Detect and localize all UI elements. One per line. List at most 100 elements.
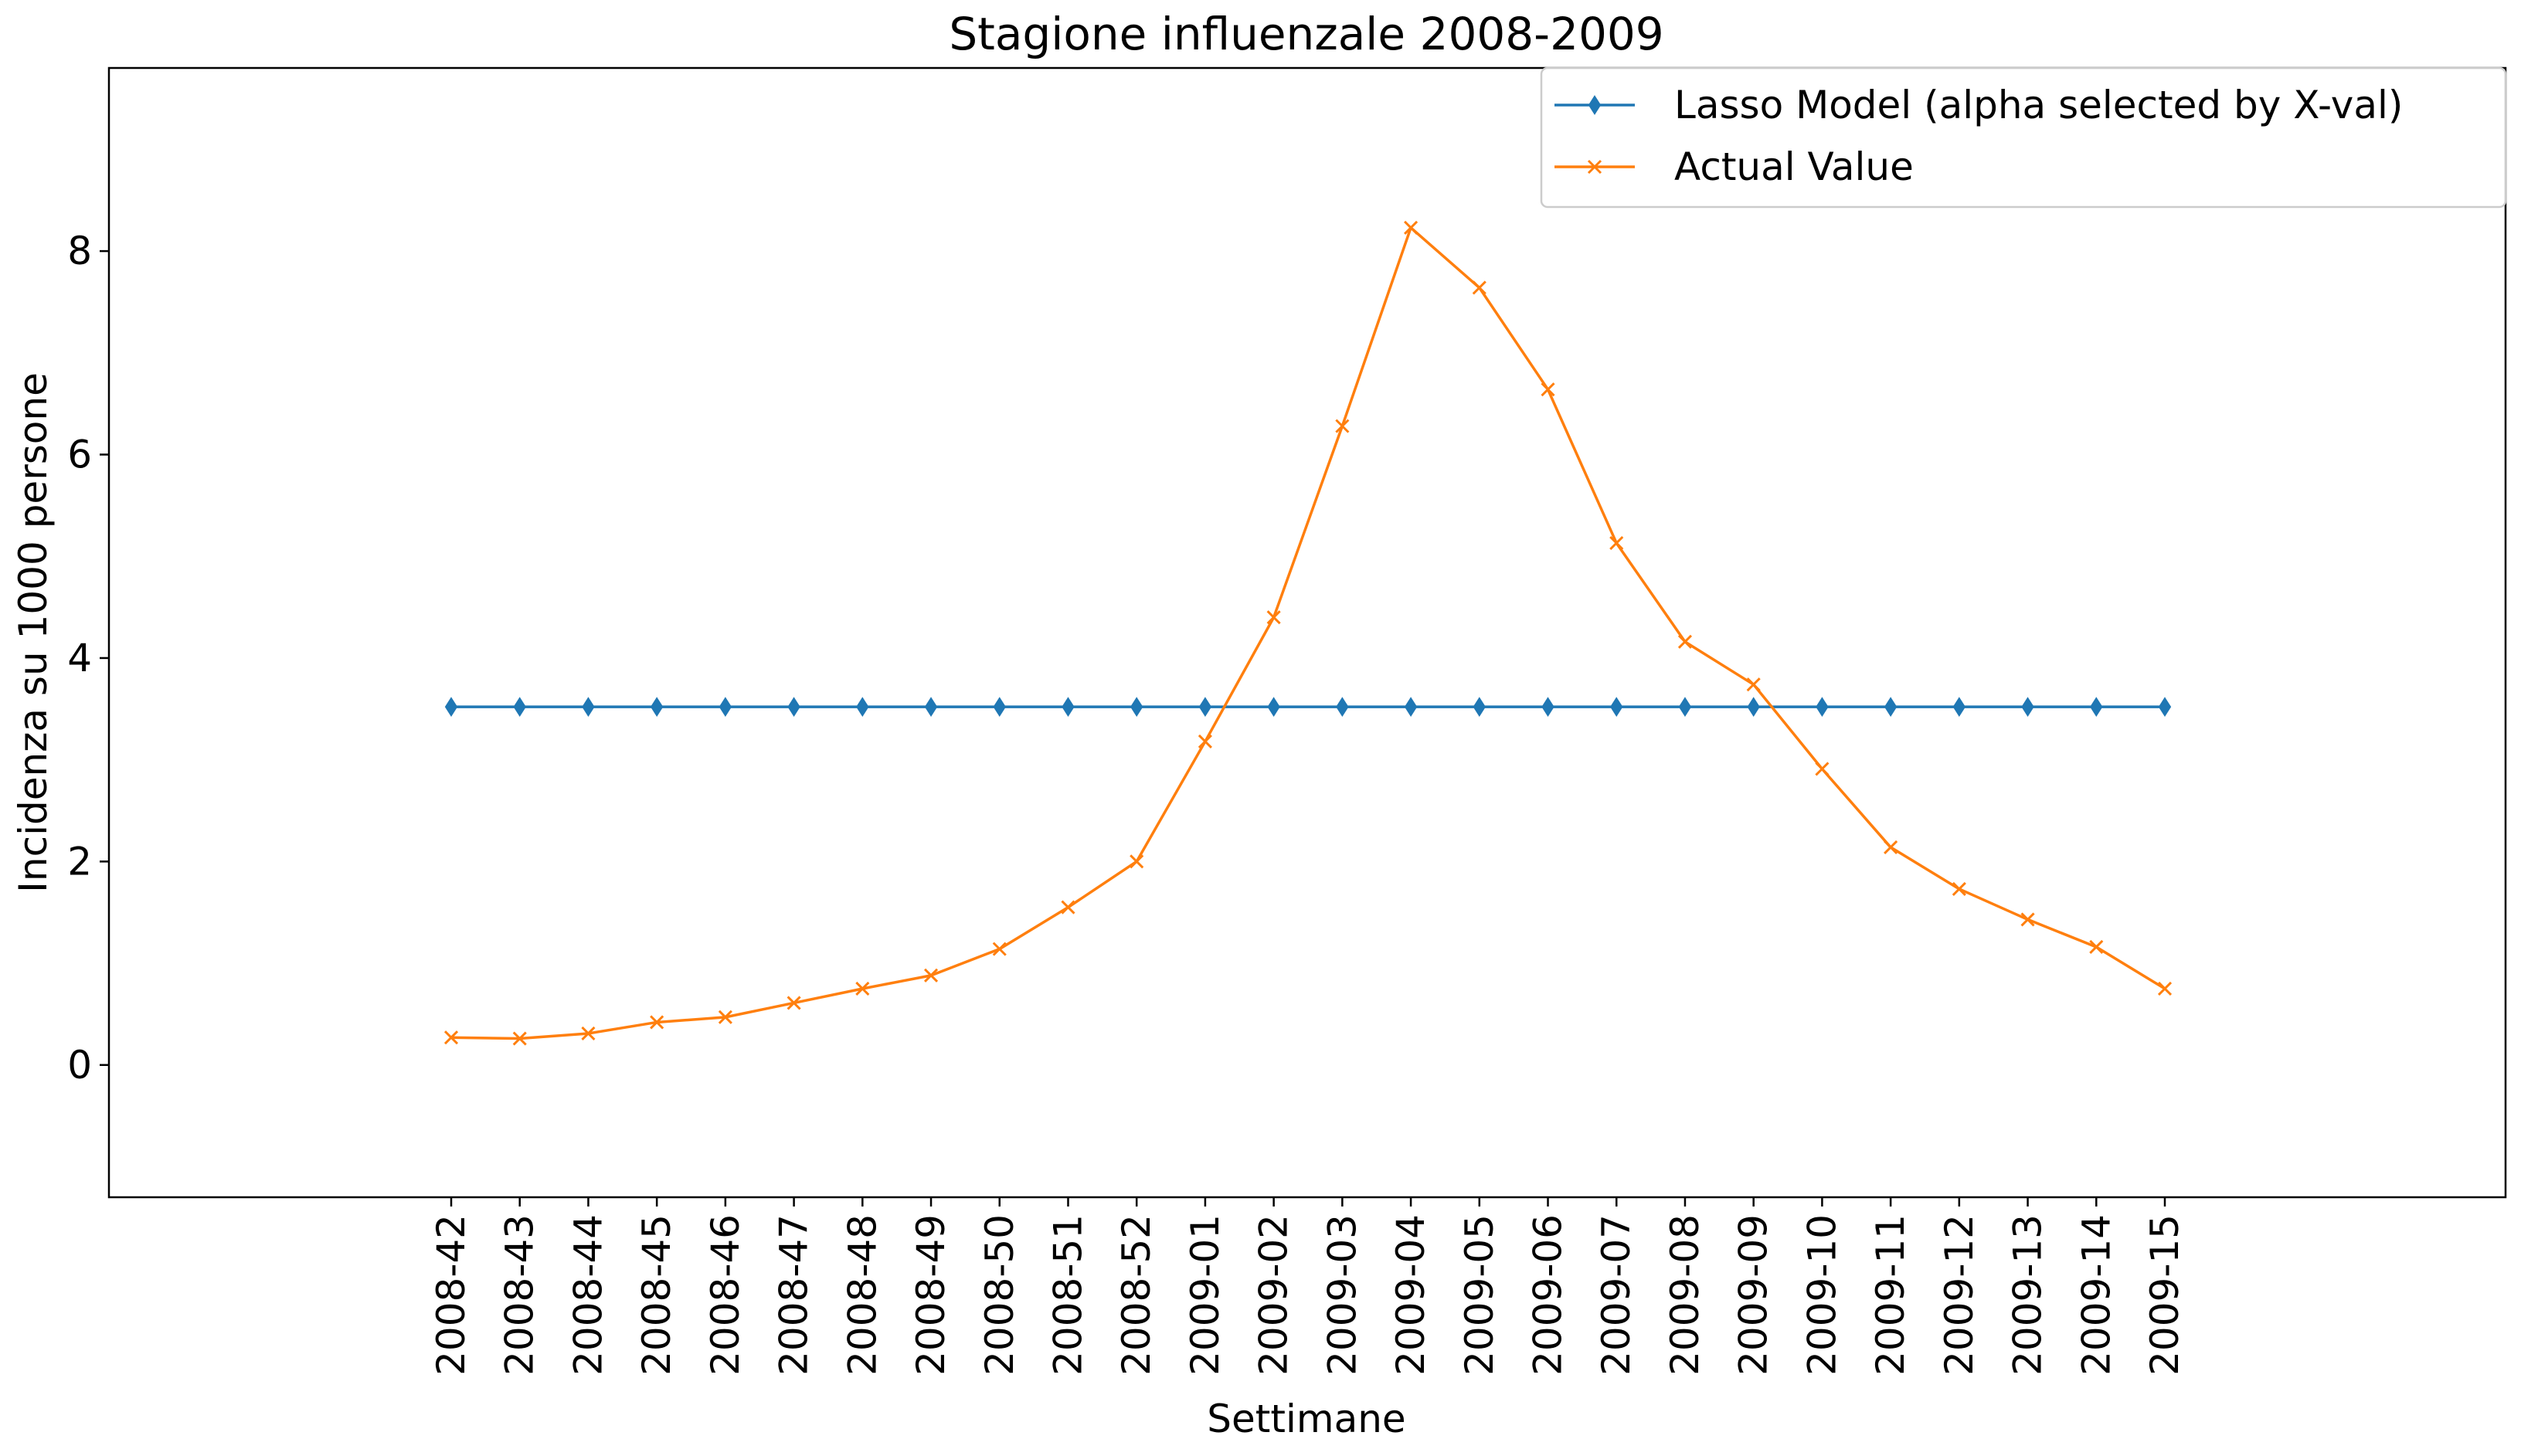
legend-box [1540,66,2507,209]
data-point [1198,734,1212,748]
data-point [1609,536,1624,551]
data-point [1062,697,1075,718]
y-axis-label: Incidenza su 1000 persone [11,372,56,893]
data-point [1541,382,1555,397]
y-axis: 0 2 4 6 8 [67,229,109,1088]
data-point [1952,697,1966,718]
x-tick-label: 2008-44 [566,1214,610,1376]
x-tick-label: 2008-49 [909,1214,953,1376]
series-layer [443,220,2173,1046]
data-point [2090,697,2103,718]
data-point [650,697,664,718]
x-tick-label: 2008-42 [429,1214,474,1376]
data-point [2089,939,2104,955]
data-point [1267,697,1280,718]
x-tick-label: 2008-52 [1114,1214,1159,1376]
x-tick-label: 2009-05 [1457,1214,1502,1376]
data-point [1404,220,1418,235]
data-point [1473,697,1486,718]
series-line [450,226,2166,1040]
data-point [923,968,939,983]
x-tick-label: 2009-15 [2142,1214,2187,1376]
legend-label: Actual Value [1674,144,1914,189]
data-point [1746,677,1761,692]
data-point [2021,697,2034,718]
data-point [1884,697,1898,718]
data-point [1130,697,1143,718]
data-point [1816,697,1829,718]
legend-label: Lasso Model (alpha selected by X-val) [1674,83,2403,127]
data-point [513,697,526,718]
data-point [2157,981,2173,996]
y-tick-label: 6 [67,433,92,477]
x-tick-label: 2009-06 [1526,1214,1571,1376]
x-tick-label: 2009-02 [1252,1214,1296,1376]
data-point [444,697,458,718]
data-point [1815,762,1830,776]
x-tick-label: 2008-46 [703,1214,748,1376]
data-point [1404,697,1418,718]
y-tick-label: 4 [67,636,92,680]
data-point [855,981,870,996]
data-point [582,697,595,718]
data-point [787,996,801,1010]
x-tick-label: 2009-07 [1594,1214,1639,1376]
y-tick-label: 0 [67,1043,92,1088]
data-point [512,1031,527,1046]
chart-title: Stagione influenzale 2008-2009 [949,8,1663,60]
data-point [1884,840,1898,854]
data-point [992,942,1007,956]
x-tick-label: 2009-14 [2074,1214,2118,1376]
data-point [1678,697,1692,718]
series-2 [443,220,2173,1046]
data-point [924,697,938,718]
x-tick-label: 2008-50 [977,1214,1022,1376]
data-point [1952,881,1966,896]
x-tick-label: 2009-11 [1868,1214,1913,1376]
y-tick-label: 8 [67,229,92,273]
data-point [650,1015,664,1030]
x-tick-label: 2008-45 [634,1214,679,1376]
x-tick-label: 2008-48 [840,1214,885,1376]
legend-entry: Actual Value [1554,144,1914,189]
x-tick-label: 2009-01 [1183,1214,1228,1376]
data-point [993,697,1006,718]
data-point [1677,634,1693,649]
data-point [1472,280,1486,295]
x-tick-label: 2009-12 [1937,1214,1982,1376]
data-point [581,1026,596,1041]
data-point [1266,610,1281,625]
data-point [1335,419,1350,433]
data-point [443,1030,459,1045]
x-tick-label: 2008-47 [772,1214,817,1376]
x-tick-label: 2009-03 [1320,1214,1364,1376]
x-tick-label: 2009-13 [2006,1214,2050,1376]
x-axis-label: Settimane [1207,1397,1405,1441]
series-1 [444,697,2172,718]
x-tick-label: 2009-04 [1388,1214,1433,1376]
data-point [2020,912,2035,927]
data-point [2158,697,2172,718]
data-point [1130,854,1144,869]
x-tick-label: 2009-10 [1799,1214,1844,1376]
data-point [1588,95,1602,115]
data-point [1336,697,1349,718]
data-point [1541,697,1554,718]
data-point [1061,900,1075,915]
data-point [856,697,869,718]
plot-area [107,66,2507,1199]
x-tick-label: 2008-43 [498,1214,542,1376]
x-tick-label: 2008-51 [1045,1214,1090,1376]
x-axis: 2008-42 2008-43 2008-44 2008-45 2008-46 2008-… [429,1197,2187,1376]
legend-entry: Lasso Model (alpha selected by X-val) [1554,83,2403,127]
legend: Lasso Model (alpha selected by X-val) Act… [1540,66,2507,209]
y-tick-label: 2 [67,839,92,884]
data-point [1198,697,1212,718]
data-point [1587,159,1602,175]
data-point [718,1010,732,1024]
data-point [719,697,732,718]
data-point [1610,697,1623,718]
x-tick-label: 2009-08 [1663,1214,1707,1376]
data-point [787,697,800,718]
